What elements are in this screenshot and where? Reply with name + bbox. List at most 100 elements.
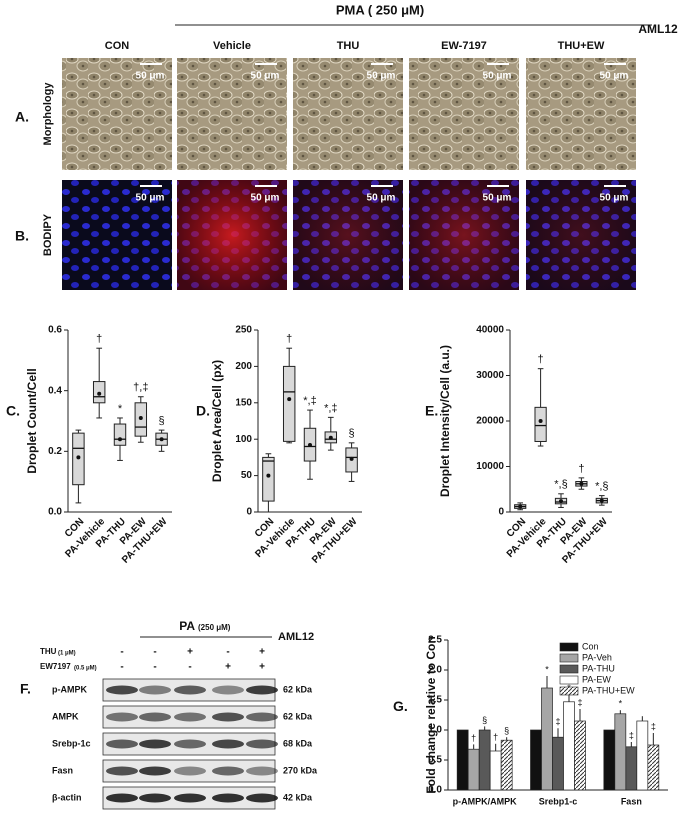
y-tick-label: 0 <box>498 507 504 518</box>
column-label: Vehicle <box>213 40 251 52</box>
legend-swatch <box>559 686 579 696</box>
size-label: 62 kDa <box>283 684 313 694</box>
treatment-sign: - <box>120 662 123 673</box>
annotation: § <box>504 726 509 736</box>
panel-label: E. <box>425 403 438 419</box>
lipid-stain <box>177 180 287 290</box>
y-tick-label: 150 <box>235 397 252 408</box>
panel-label: D. <box>196 403 210 419</box>
annotation: * <box>118 403 123 415</box>
box <box>534 406 547 442</box>
treatment-dose: (1 μM) <box>58 651 76 657</box>
scale-bar-label: 50 μm <box>600 71 629 82</box>
bar <box>500 739 513 791</box>
legend-swatch <box>559 653 579 663</box>
bar <box>456 729 469 791</box>
lipid-stain <box>526 180 636 290</box>
treatment-sign: - <box>153 662 156 673</box>
y-tick-label: 0.4 <box>48 385 62 396</box>
y-tick-label: 200 <box>235 361 252 372</box>
mean <box>559 499 563 504</box>
y-tick-label: 0.5 <box>428 755 442 766</box>
micrograph <box>526 58 636 170</box>
blot-band <box>106 739 138 749</box>
legend-swatch <box>559 675 579 685</box>
panel-label: B. <box>15 228 29 244</box>
mean <box>538 419 543 423</box>
micrograph <box>409 58 519 170</box>
y-tick-label: 1.5 <box>428 695 442 706</box>
y-tick-label: 2.0 <box>428 665 442 676</box>
annotation: § <box>482 715 487 725</box>
treatment-sign: - <box>153 647 156 658</box>
y-tick-label: 50 <box>241 470 253 481</box>
scale-bar-label: 50 μm <box>251 193 280 204</box>
treatment-label: EW7197 <box>40 662 71 671</box>
legend-label: PA-THU <box>582 663 615 673</box>
mean <box>76 455 81 460</box>
y-tick-label: 0.0 <box>428 785 442 796</box>
mean <box>518 504 523 509</box>
y-tick-label: 1.0 <box>428 725 442 736</box>
annotation: † <box>96 333 102 345</box>
panel-label: C. <box>6 403 20 419</box>
micrograph <box>62 180 172 290</box>
annotation: * <box>545 664 549 674</box>
y-tick-label: 0.6 <box>48 325 62 336</box>
scale-bar-label: 50 μm <box>600 193 629 204</box>
mean <box>328 435 333 440</box>
blot-band <box>106 793 138 803</box>
annotation: † <box>493 732 498 742</box>
box <box>113 423 127 446</box>
legend-label: Con <box>582 641 599 651</box>
blot-band <box>139 793 171 803</box>
mean <box>308 443 312 448</box>
blot-band <box>106 685 138 695</box>
annotation: †,‡ <box>133 382 148 394</box>
bar <box>614 713 627 791</box>
scale-bar-label: 50 μm <box>251 71 280 82</box>
pa-label: PA <box>179 619 195 633</box>
treatment-dose: (0.5 μM) <box>74 666 97 672</box>
panel-label: A. <box>15 109 29 125</box>
x-tick-label: Fasn <box>621 796 642 806</box>
blot-band <box>174 739 206 749</box>
annotation: ‡ <box>555 717 560 727</box>
mean <box>599 498 604 503</box>
mean <box>159 437 164 442</box>
cell-line: AML12 <box>278 631 314 643</box>
column-label: THU+EW <box>558 40 605 52</box>
bar <box>574 720 586 791</box>
size-label: 270 kDa <box>283 765 318 775</box>
y-tick-label: 0.2 <box>48 446 62 457</box>
mean <box>138 415 143 420</box>
blot-band <box>174 712 206 722</box>
y-tick-label: 0.0 <box>48 507 62 518</box>
lipid-stain <box>293 180 403 290</box>
protein-label: β-actin <box>52 792 82 802</box>
legend-swatch <box>559 664 579 674</box>
y-tick-label: 40000 <box>476 325 504 336</box>
annotation: † <box>286 333 292 345</box>
annotation: *,§ <box>554 479 567 491</box>
x-tick-label: Srebp1-c <box>539 796 578 806</box>
bar <box>467 748 480 791</box>
column-label: CON <box>105 40 130 52</box>
bar <box>530 729 542 791</box>
protein-label: Srebp-1c <box>52 738 91 748</box>
scale-bar-label: 50 μm <box>483 193 512 204</box>
blot-band <box>139 712 171 722</box>
y-tick-label: 250 <box>235 325 252 336</box>
cell-line: AML12 <box>638 22 678 36</box>
blot-band <box>139 739 171 749</box>
box <box>262 456 275 502</box>
protein-label: Fasn <box>52 765 73 775</box>
scale-bar-label: 50 μm <box>367 193 396 204</box>
y-tick-label: 10000 <box>476 461 504 472</box>
legend-label: PA-THU+EW <box>582 685 635 695</box>
annotation: *,§ <box>595 481 608 493</box>
size-label: 68 kDa <box>283 738 313 748</box>
bar <box>541 687 553 791</box>
bar <box>552 736 564 791</box>
size-label: 42 kDa <box>283 792 313 802</box>
